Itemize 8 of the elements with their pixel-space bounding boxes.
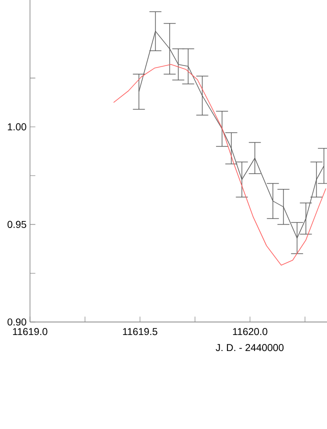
x-tick-label: 11619.0 [13, 328, 48, 336]
y-tick-label: 0.95 [8, 220, 26, 228]
line-series [113, 64, 326, 266]
x-tick-label: 11620.0 [233, 328, 268, 336]
y-tick-label: 0.90 [8, 318, 26, 326]
x-axis-title: J. D. - 2440000 [216, 344, 284, 352]
y-tick-label: 1.00 [8, 123, 26, 130]
x-tick-label: 11619.5 [123, 328, 158, 336]
